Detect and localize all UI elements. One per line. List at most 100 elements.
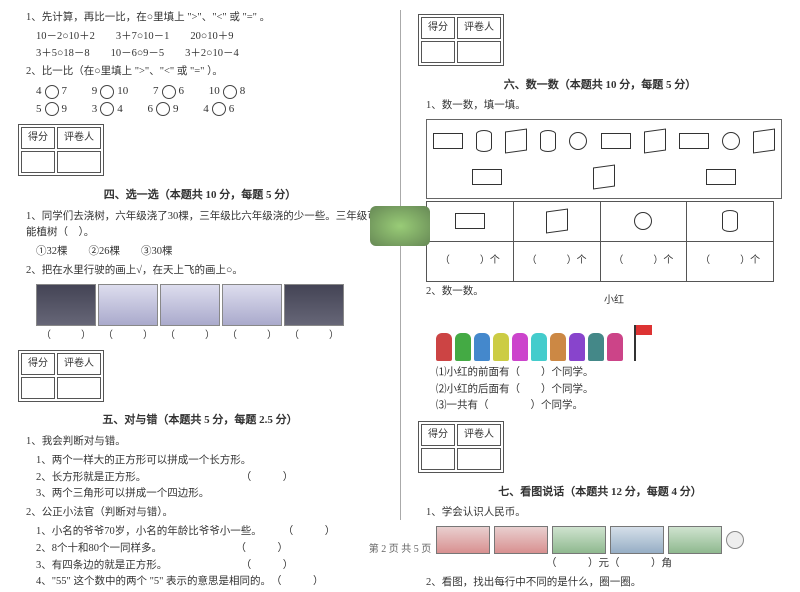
kid-icon	[569, 333, 585, 361]
s5-q1-1: 1、两个一样大的正方形可以拼成一个长方形。	[36, 453, 382, 470]
n: 3	[92, 103, 98, 115]
scooter-img	[370, 206, 430, 246]
boat-img[interactable]	[98, 284, 158, 326]
t: 3、有四条边的就是正方形。	[36, 560, 162, 571]
cylinder-icon	[540, 130, 556, 152]
s5-q2: 2、公正小法官（判断对与错）。	[26, 505, 382, 522]
n: 7	[62, 85, 68, 97]
ans[interactable]: （ ）	[288, 526, 335, 537]
banknote-icon	[436, 526, 490, 554]
n: 4	[117, 103, 123, 115]
score-label: 得分	[421, 424, 455, 446]
cube-icon	[593, 164, 615, 189]
ans[interactable]: （ ）	[98, 328, 158, 344]
grader-blank[interactable]	[457, 41, 501, 63]
count-ans[interactable]: （ ）个	[600, 241, 687, 281]
score-blank[interactable]	[421, 448, 455, 470]
n: 9	[92, 85, 98, 97]
score-label: 得分	[21, 353, 55, 375]
count-table: （ ）个（ ）个（ ）个（ ）个	[426, 201, 774, 282]
right-column: 得分评卷人 六、数一数（本题共 10 分，每题 5 分） 1、数一数，填一填。 …	[400, 0, 800, 540]
n: 7	[153, 85, 159, 97]
compare-circle[interactable]	[100, 85, 114, 99]
s5-q1: 1、我会判断对与错。	[26, 434, 382, 451]
s6-q2-3: ⑶一共有（ ）个同学。	[436, 398, 782, 415]
count-ans[interactable]: （ ）个	[687, 241, 774, 281]
compare-circle[interactable]	[212, 102, 226, 116]
grader-label: 评卷人	[457, 17, 501, 39]
compare-circle[interactable]	[45, 102, 59, 116]
s7-q1: 1、学会认识人民币。	[426, 505, 782, 522]
kid-icon	[550, 333, 566, 361]
score-label: 得分	[21, 127, 55, 149]
sphere-icon	[722, 132, 740, 150]
grader-blank[interactable]	[57, 151, 101, 173]
helicopter-img[interactable]	[222, 284, 282, 326]
compare-circle[interactable]	[223, 85, 237, 99]
shapes-container	[426, 119, 782, 199]
t: 2、长方形就是正方形。	[36, 472, 141, 483]
vehicle-answers: （ ） （ ） （ ） （ ） （ ）	[36, 328, 382, 344]
section-7-title: 七、看图说话（本题共 12 分，每题 4 分）	[418, 484, 782, 502]
ans[interactable]: （ ）	[246, 472, 293, 483]
ans[interactable]: （ ）	[276, 576, 323, 587]
kid-icon	[512, 333, 528, 361]
banknote-icon	[668, 526, 722, 554]
n: 6	[179, 85, 185, 97]
t: 1、两个一样大的正方形可以拼成一个长方形。	[36, 455, 251, 466]
grader-blank[interactable]	[57, 377, 101, 399]
section-5-title: 五、对与错（本题共 5 分，每题 2.5 分）	[18, 412, 382, 430]
s4-q1: 1、同学们去浇树，六年级浇了30棵，三年级比六年级浇的少一些。三年级可能植树（ …	[26, 209, 382, 243]
q2-row-1: 47 910 76 108	[36, 83, 382, 101]
left-column: 1、先计算，再比一比，在○里填上 ">"、"<" 或 "=" 。 10－2○10…	[0, 0, 400, 540]
s5-q2-4: 4、"55" 这个数中的两个 "5" 表示的意思是相同的。 （ ）	[36, 574, 382, 591]
truck-img[interactable]	[284, 284, 344, 326]
q1-row-1: 3＋5○18－8 10－6○9－5 3＋2○10－4	[36, 46, 382, 63]
s4-q2: 2、把在水里行驶的画上√，在天上飞的画上○。	[26, 263, 382, 280]
ship-img[interactable]	[36, 284, 96, 326]
ans[interactable]: （ ）	[241, 543, 288, 554]
compare-circle[interactable]	[162, 85, 176, 99]
score-blank[interactable]	[421, 41, 455, 63]
s4-q1-opts: ①32棵 ②26棵 ③30棵	[36, 244, 382, 261]
count-ans[interactable]: （ ）个	[513, 241, 600, 281]
grader-label: 评卷人	[457, 424, 501, 446]
s6-q1: 1、数一数，填一填。	[426, 98, 782, 115]
ans[interactable]: （ ）	[222, 328, 282, 344]
q1-row-0: 10－2○10＋2 3＋7○10－1 20○10＋9	[36, 29, 382, 46]
ans[interactable]: （ ）	[160, 328, 220, 344]
kid-icon	[474, 333, 490, 361]
flag-icon	[634, 325, 636, 361]
kid-icon	[455, 333, 471, 361]
ans[interactable]: （ ）	[36, 328, 96, 344]
ans[interactable]: （ ）	[284, 328, 344, 344]
cube-icon	[505, 128, 527, 153]
grader-blank[interactable]	[457, 448, 501, 470]
s6-q2-1: ⑴小红的前面有（ ）个同学。	[436, 365, 782, 382]
kid-icon	[493, 333, 509, 361]
t: 1、小名的爷爷70岁，小名的年龄比爷爷小一些。	[36, 526, 257, 537]
q2-row-2: 59 34 69 46	[36, 101, 382, 119]
score-box-4: 得分评卷人	[18, 124, 104, 176]
plane-img[interactable]	[160, 284, 220, 326]
coin-icon	[726, 531, 744, 549]
compare-circle[interactable]	[100, 102, 114, 116]
n: 5	[36, 103, 42, 115]
compare-circle[interactable]	[156, 102, 170, 116]
cube-icon	[546, 209, 568, 234]
n: 8	[240, 85, 246, 97]
money-row	[436, 526, 782, 554]
compare-circle[interactable]	[45, 85, 59, 99]
score-blank[interactable]	[21, 151, 55, 173]
q1-lead: 1、先计算，再比一比，在○里填上 ">"、"<" 或 "=" 。	[26, 10, 382, 27]
score-box-6: 得分评卷人	[418, 14, 504, 66]
ans[interactable]: （ ）	[246, 560, 293, 571]
cuboid-icon	[433, 133, 463, 149]
sphere-icon	[569, 132, 587, 150]
vehicle-images	[36, 284, 382, 326]
cylinder-icon	[476, 130, 492, 152]
cube-icon	[753, 128, 775, 153]
count-ans[interactable]: （ ）个	[427, 241, 514, 281]
s6-q2-2: ⑵小红的后面有（ ）个同学。	[436, 382, 782, 399]
score-blank[interactable]	[21, 377, 55, 399]
